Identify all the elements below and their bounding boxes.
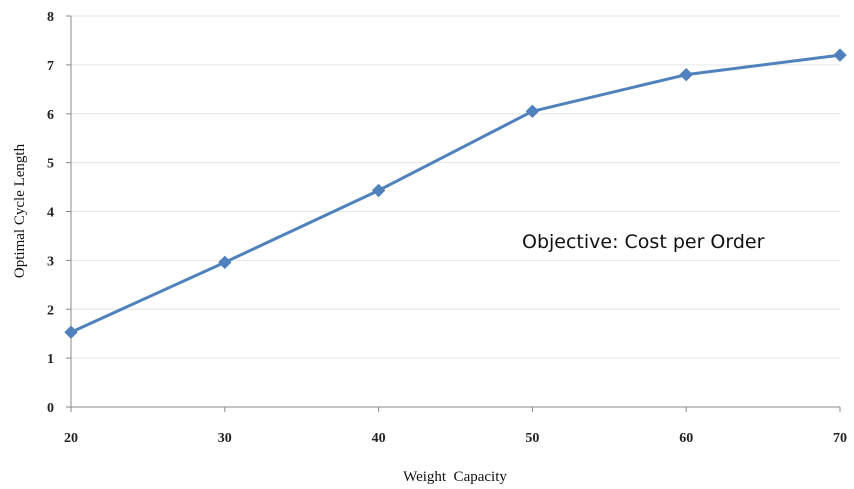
y-tick-labels: 0 1 2 3 4 5 6 7 8 (47, 10, 54, 416)
x-tick-label: 30 (218, 431, 232, 446)
gridlines (71, 15, 840, 359)
y-tick-label: 5 (47, 157, 54, 172)
x-tick-label: 70 (833, 431, 847, 446)
y-tick-label: 7 (47, 59, 54, 74)
y-tick-label: 1 (47, 352, 54, 367)
y-tick-label: 8 (47, 10, 54, 25)
x-tick-labels: 20 30 40 50 60 70 (64, 431, 847, 446)
y-axis-label: Optimal Cycle Length (12, 143, 28, 278)
x-axis-label: Weight Capacity (403, 469, 507, 485)
series-line (70, 53, 841, 334)
y-tick-label: 4 (47, 206, 54, 221)
data-point-marker (833, 48, 847, 62)
data-point-marker (371, 183, 386, 198)
data-point-marker (64, 325, 78, 339)
x-tick-label: 50 (525, 431, 539, 446)
y-tick-label: 2 (47, 303, 54, 318)
chart-annotation: Objective: Cost per Order (522, 231, 765, 253)
series-group (64, 48, 847, 339)
y-tick-label: 3 (47, 254, 54, 269)
x-tick-label: 20 (64, 431, 78, 446)
data-point-marker (679, 67, 693, 82)
x-tick-label: 60 (679, 431, 693, 446)
x-tick-label: 40 (372, 431, 386, 446)
y-tick-label: 0 (47, 401, 54, 416)
data-point-marker (525, 104, 540, 119)
y-tick-label: 6 (47, 108, 54, 123)
axes (66, 15, 841, 412)
data-point-marker (218, 255, 232, 270)
